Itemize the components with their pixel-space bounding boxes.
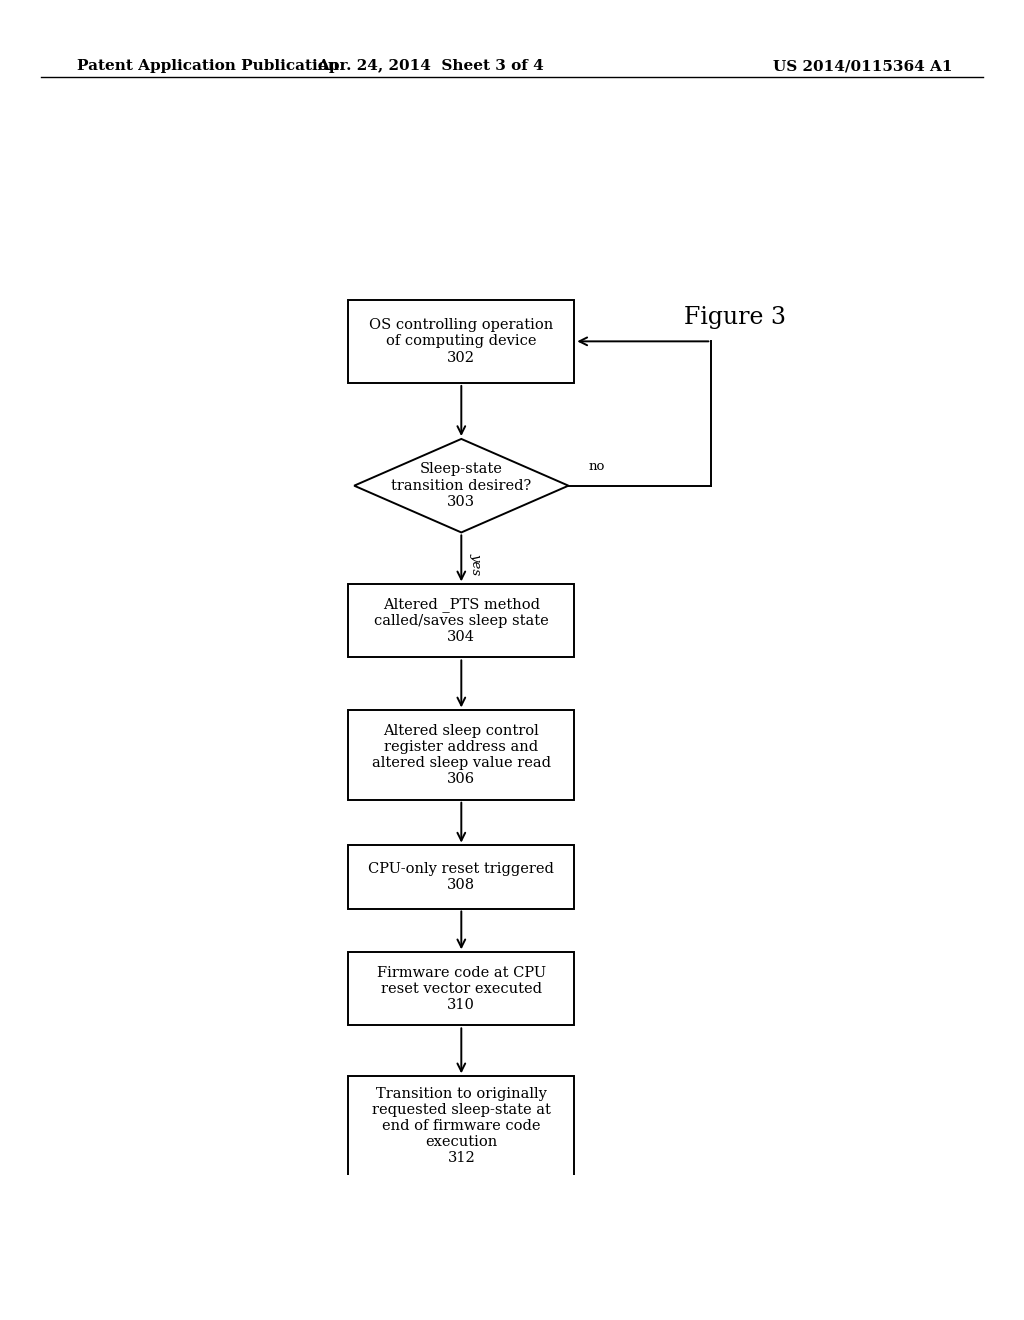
Text: Transition to originally
requested sleep-state at
end of firmware code
execution: Transition to originally requested sleep…	[372, 1086, 551, 1166]
Text: Sleep-state
transition desired?
303: Sleep-state transition desired? 303	[391, 462, 531, 510]
Text: Firmware code at CPU
reset vector executed
310: Firmware code at CPU reset vector execut…	[377, 966, 546, 1012]
Text: CPU-only reset triggered
308: CPU-only reset triggered 308	[369, 862, 554, 892]
Text: yes: yes	[469, 553, 482, 576]
Text: no: no	[588, 461, 604, 474]
Bar	[348, 585, 574, 657]
Bar	[348, 300, 574, 383]
Text: Altered sleep control
register address and
altered sleep value read
306: Altered sleep control register address a…	[372, 723, 551, 787]
Text: OS controlling operation
of computing device
302: OS controlling operation of computing de…	[370, 318, 553, 364]
Bar	[348, 846, 574, 908]
Text: Apr. 24, 2014  Sheet 3 of 4: Apr. 24, 2014 Sheet 3 of 4	[316, 59, 544, 74]
Text: Figure 3: Figure 3	[684, 306, 785, 330]
Bar	[348, 1076, 574, 1176]
Bar	[348, 710, 574, 800]
Polygon shape	[354, 440, 568, 532]
Text: Patent Application Publication: Patent Application Publication	[77, 59, 339, 74]
Bar	[348, 952, 574, 1026]
Text: Altered _PTS method
called/saves sleep state
304: Altered _PTS method called/saves sleep s…	[374, 597, 549, 644]
Text: US 2014/0115364 A1: US 2014/0115364 A1	[773, 59, 952, 74]
